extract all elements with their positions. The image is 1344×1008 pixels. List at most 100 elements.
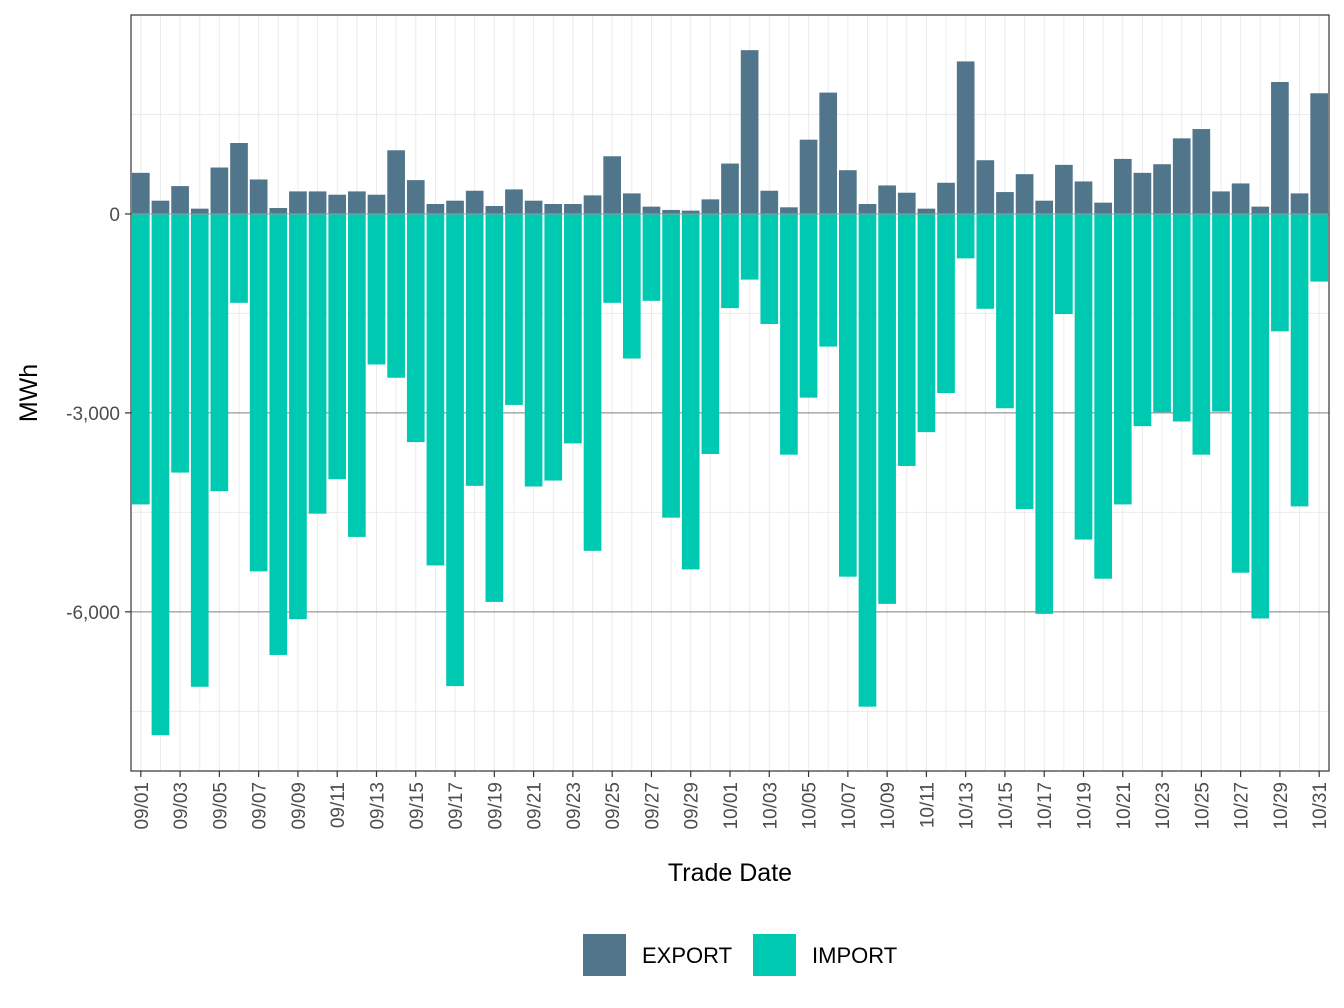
bar-export	[583, 195, 602, 214]
bar-import	[426, 213, 445, 566]
bar-import	[1055, 213, 1073, 315]
bar-import	[878, 213, 896, 604]
bar-export	[662, 209, 680, 214]
bar-export	[701, 199, 720, 214]
bar-export	[1035, 200, 1054, 214]
bar-import	[387, 213, 405, 378]
bar-export	[269, 207, 288, 214]
bar-export	[780, 207, 798, 214]
bar-export	[289, 191, 307, 214]
x-tick-label: 09/11	[328, 782, 349, 828]
bar-export	[544, 204, 563, 214]
bar-export	[426, 204, 445, 214]
bar-export	[740, 50, 759, 214]
bar-import	[1271, 213, 1289, 332]
bar-export	[1113, 158, 1132, 214]
bar-import	[1192, 213, 1211, 455]
x-tick-label: 10/01	[721, 782, 742, 830]
bar-import	[308, 213, 327, 514]
bar-import	[269, 213, 288, 655]
x-tick-label: 10/21	[1114, 782, 1135, 830]
bar-export	[446, 200, 464, 214]
bar-import	[1310, 213, 1329, 282]
bar-import	[544, 213, 563, 481]
bar-export	[878, 185, 896, 214]
bar-export	[819, 92, 838, 214]
x-axis-title: Trade Date	[668, 859, 792, 887]
bar-import	[622, 213, 641, 359]
bar-export	[937, 182, 955, 214]
bar-import	[524, 213, 543, 487]
bar-import	[1251, 213, 1270, 619]
bar-export	[1074, 181, 1093, 214]
bar-export	[1133, 172, 1152, 214]
bar-import	[1231, 213, 1250, 573]
bar-import	[367, 213, 386, 365]
x-tick-label: 10/05	[800, 782, 821, 830]
legend: EXPORT IMPORT	[583, 934, 897, 976]
x-tick-label: 09/13	[367, 782, 388, 830]
bar-export	[917, 208, 936, 214]
bar-import	[210, 213, 229, 492]
x-tick-label: 09/25	[603, 782, 624, 830]
bar-export	[210, 167, 229, 214]
y-tick-label: -3,000	[66, 404, 120, 425]
bar-import	[1172, 213, 1191, 422]
bar-export	[328, 194, 347, 214]
x-tick-label: 10/15	[996, 782, 1017, 830]
bar-export	[956, 61, 975, 214]
legend-swatch	[753, 934, 796, 976]
bar-import	[1153, 213, 1171, 413]
bar-import	[131, 213, 150, 505]
x-tick-label: 09/23	[564, 782, 585, 830]
bar-export	[1271, 81, 1289, 214]
x-tick-label: 09/27	[642, 782, 663, 830]
bar-export	[1290, 193, 1309, 214]
bar-import	[249, 213, 268, 572]
bar-export	[485, 205, 504, 214]
x-tick-label: 10/03	[760, 782, 781, 830]
bar-export	[1192, 129, 1211, 214]
bar-import	[1094, 213, 1112, 579]
x-tick-label: 10/25	[1192, 782, 1213, 830]
y-tick-label: 0	[109, 205, 120, 226]
bar-import	[564, 213, 582, 444]
bar-import	[858, 213, 877, 707]
bar-import	[1133, 213, 1152, 427]
bar-export	[406, 180, 425, 214]
bar-export	[1055, 164, 1073, 214]
bar-export	[190, 208, 209, 214]
x-tick-label: 10/27	[1232, 782, 1253, 830]
bar-import	[1113, 213, 1132, 505]
legend-label: EXPORT	[642, 943, 732, 968]
x-tick-label: 10/31	[1310, 782, 1331, 830]
bar-import	[780, 213, 798, 455]
bar-import	[819, 213, 838, 347]
bar-import	[151, 213, 170, 736]
x-tick-label: 09/07	[250, 782, 271, 830]
bar-export	[858, 204, 877, 214]
x-tick-label: 10/23	[1153, 782, 1174, 830]
bar-export	[838, 170, 857, 214]
bar-import	[681, 213, 700, 570]
bar-export	[681, 210, 700, 214]
bar-import	[465, 213, 484, 486]
x-tick-label: 09/29	[682, 782, 703, 830]
bar-export	[996, 192, 1014, 214]
x-tick-label: 09/19	[485, 782, 506, 830]
bar-import	[1035, 213, 1054, 614]
bar-export	[799, 139, 818, 214]
bar-export	[505, 189, 523, 214]
y-tick-label: -6,000	[66, 603, 120, 624]
bar-import	[446, 213, 464, 687]
bar-export	[131, 172, 150, 214]
bar-export	[1094, 202, 1112, 214]
x-tick-label: 10/19	[1075, 782, 1096, 830]
x-tick-label: 10/11	[917, 782, 938, 828]
bar-import	[406, 213, 425, 443]
x-tick-label: 10/07	[839, 782, 860, 830]
bar-import	[917, 213, 936, 433]
bar-import	[838, 213, 857, 577]
bar-import	[485, 213, 504, 602]
bar-export	[603, 156, 622, 214]
